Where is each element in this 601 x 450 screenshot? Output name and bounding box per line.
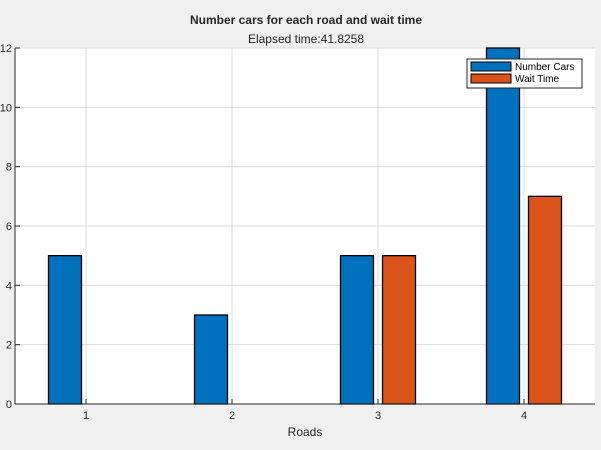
y-tick-label: 0 [6, 399, 12, 411]
x-tick-label: 3 [375, 410, 381, 422]
bar-wait-time-road-3 [381, 255, 417, 405]
bar-number-cars-road-2 [193, 314, 229, 405]
bar-number-cars-road-4 [485, 47, 521, 405]
x-tick-labels: 1 2 3 4 [83, 410, 527, 422]
grid [15, 47, 595, 404]
legend-swatch [470, 61, 512, 72]
bars [47, 47, 563, 405]
y-tick-label: 4 [6, 280, 12, 292]
y-tick-labels: 0 2 4 6 8 10 12 [0, 43, 12, 411]
bar-wait-time-road-4 [527, 195, 563, 405]
bar-number-cars-road-1 [47, 255, 83, 405]
x-axis-label: Roads [288, 425, 323, 439]
chart-subtitle: Elapsed time:41.8258 [248, 32, 364, 46]
x-tick-label: 4 [521, 410, 527, 422]
y-tick-label: 8 [6, 162, 12, 174]
legend-label: Number Cars [515, 62, 574, 73]
legend-swatch [470, 73, 512, 84]
x-tick-label: 2 [229, 410, 235, 422]
y-tick-label: 2 [6, 340, 12, 352]
axes [14, 47, 595, 405]
y-tick-label: 12 [0, 43, 12, 55]
chart-title: Number cars for each road and wait time [190, 13, 422, 27]
y-tick-label: 10 [0, 102, 12, 114]
x-tick-label: 1 [83, 410, 89, 422]
y-tick-label: 6 [6, 221, 12, 233]
legend-label: Wait Time [515, 74, 560, 85]
bar-number-cars-road-3 [339, 255, 375, 405]
